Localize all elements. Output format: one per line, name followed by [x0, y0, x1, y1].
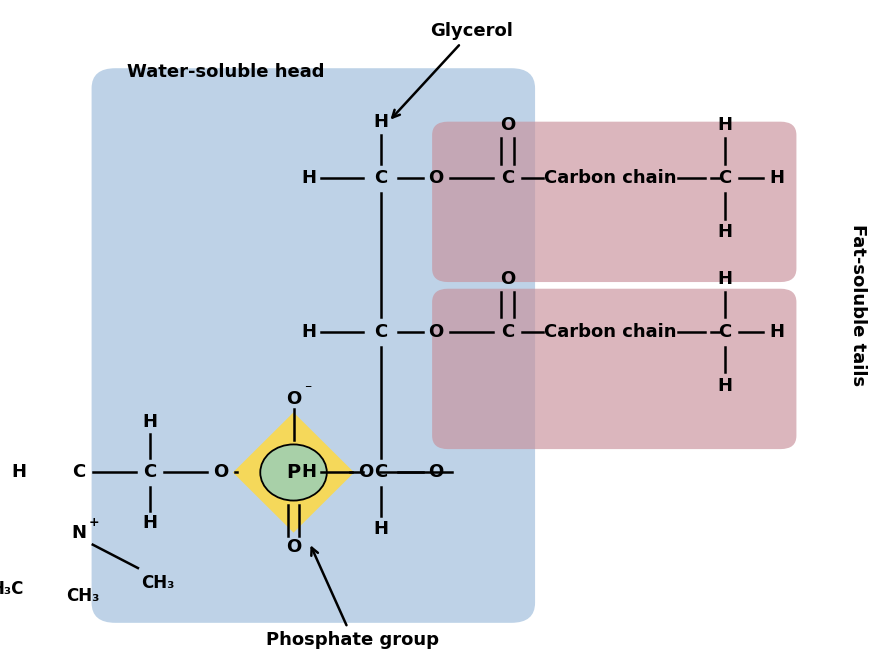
Text: P: P — [287, 463, 301, 482]
Text: O: O — [286, 538, 301, 556]
Text: Glycerol: Glycerol — [392, 22, 513, 117]
Text: O: O — [500, 116, 515, 134]
Text: H: H — [769, 170, 784, 187]
Text: CH₃: CH₃ — [66, 587, 99, 605]
Text: H: H — [302, 323, 317, 341]
Text: H: H — [142, 413, 157, 431]
Text: O: O — [429, 170, 444, 187]
Text: H: H — [717, 116, 732, 134]
Text: H: H — [717, 376, 732, 395]
Text: C: C — [72, 464, 85, 482]
Text: N: N — [71, 523, 86, 541]
Text: H: H — [717, 223, 732, 241]
Text: C: C — [501, 323, 514, 341]
Text: H: H — [302, 170, 317, 187]
Text: C: C — [143, 464, 156, 482]
Text: O: O — [213, 464, 229, 482]
FancyBboxPatch shape — [432, 289, 796, 449]
FancyBboxPatch shape — [432, 121, 796, 282]
Text: H₃C: H₃C — [0, 580, 24, 599]
Text: O: O — [286, 390, 301, 408]
Text: CH₃: CH₃ — [141, 574, 175, 592]
Text: Fat-soluble tails: Fat-soluble tails — [849, 224, 867, 386]
Text: C: C — [374, 170, 388, 187]
Text: Carbon chain: Carbon chain — [544, 323, 676, 341]
Circle shape — [260, 444, 327, 501]
Text: C: C — [718, 170, 731, 187]
Text: O: O — [429, 323, 444, 341]
Text: H: H — [373, 113, 389, 131]
Text: H: H — [11, 464, 26, 482]
Text: Carbon chain: Carbon chain — [544, 170, 676, 187]
Text: O: O — [359, 464, 374, 482]
Text: H: H — [373, 520, 389, 538]
Text: H: H — [769, 323, 784, 341]
Text: C: C — [501, 170, 514, 187]
Text: H: H — [302, 464, 317, 482]
Text: O: O — [429, 464, 444, 482]
Text: O: O — [500, 270, 515, 288]
Text: H: H — [717, 270, 732, 288]
Polygon shape — [233, 413, 354, 533]
Text: +: + — [89, 516, 100, 529]
Text: H: H — [142, 513, 157, 531]
Text: Phosphate group: Phosphate group — [267, 548, 439, 649]
FancyBboxPatch shape — [91, 68, 535, 623]
Text: ⁻: ⁻ — [304, 382, 311, 396]
Text: C: C — [374, 464, 388, 482]
Text: C: C — [374, 323, 388, 341]
Text: C: C — [718, 323, 731, 341]
Text: Water-soluble head: Water-soluble head — [127, 62, 324, 81]
